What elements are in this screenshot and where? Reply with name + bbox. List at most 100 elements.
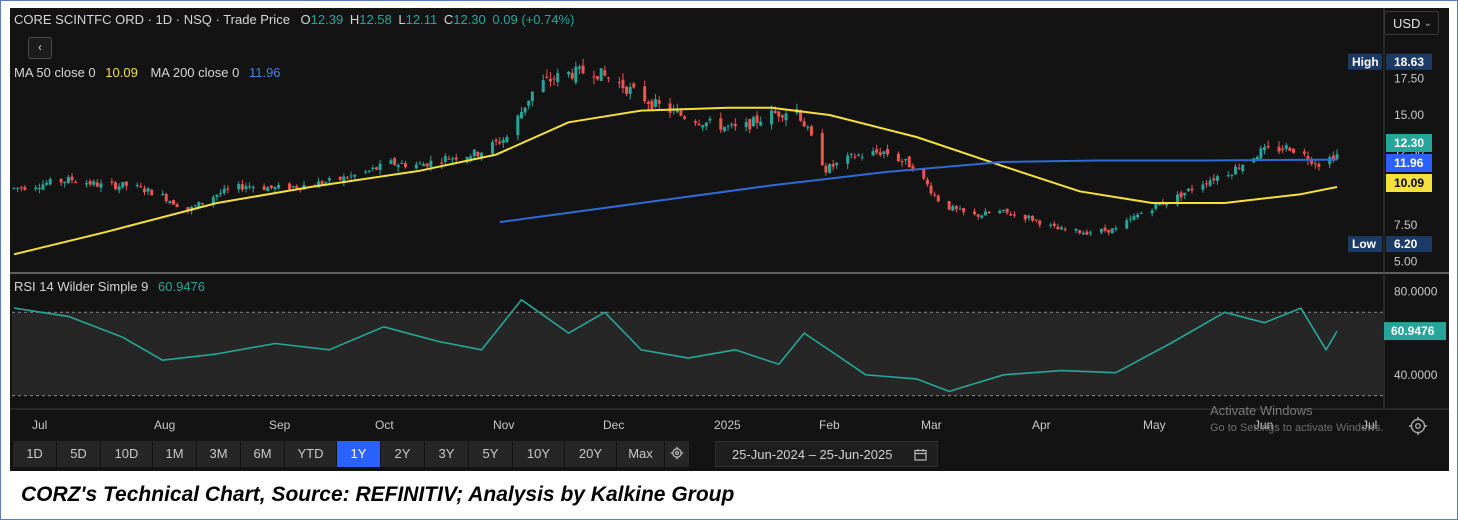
candle-body	[1089, 232, 1093, 234]
timeframe-button-3y[interactable]: 3Y	[425, 441, 468, 467]
candle-body	[34, 187, 38, 190]
currency-select[interactable]: USD ⌄	[1384, 11, 1439, 35]
low-label: L	[398, 12, 406, 27]
candle-body	[273, 187, 277, 190]
candle-body	[954, 206, 958, 209]
candle-body	[70, 176, 74, 181]
candle-body	[338, 176, 342, 180]
candle-body	[364, 171, 368, 173]
timeframe-button-10d[interactable]: 10D	[101, 441, 152, 467]
ma200-line	[499, 158, 1338, 224]
candle-body	[1085, 231, 1089, 235]
candle-body	[1234, 166, 1238, 175]
candle-body	[617, 82, 621, 84]
candle-body	[215, 194, 219, 197]
high-label: H	[349, 12, 360, 27]
candle-body	[849, 153, 853, 155]
candle-body	[240, 184, 244, 190]
timeframe-button-1y[interactable]: 1Y	[337, 441, 380, 467]
candle-body	[824, 165, 828, 173]
candle-body	[505, 137, 509, 143]
candle-body	[1049, 224, 1053, 226]
time-axis-label: May	[1143, 418, 1166, 432]
candle-body	[1331, 155, 1335, 161]
candle-body	[1063, 229, 1067, 231]
low-badge-box	[1386, 236, 1432, 253]
candle-body	[219, 193, 223, 195]
candle-body	[1241, 164, 1245, 172]
candle-body	[142, 188, 146, 193]
candle-body	[701, 125, 705, 128]
timeframe-button-10y[interactable]: 10Y	[513, 441, 564, 467]
candle-body	[929, 185, 933, 194]
settings-gear-icon[interactable]	[1407, 415, 1429, 437]
candle-body	[175, 204, 179, 207]
timeframe-button-max[interactable]: Max	[617, 441, 664, 467]
candle-body	[668, 103, 672, 113]
candle-body	[1208, 180, 1212, 186]
candle-body	[1335, 154, 1339, 160]
timeframe-button-5d[interactable]: 5D	[57, 441, 100, 467]
timeframe-button-20y[interactable]: 20Y	[565, 441, 616, 467]
candle-body	[12, 187, 16, 189]
candle-body	[1205, 183, 1209, 185]
candle-body	[1005, 208, 1009, 213]
collapse-button[interactable]: ‹	[28, 37, 52, 59]
candle-body	[422, 164, 426, 167]
rsi-band	[12, 312, 1383, 396]
candle-body	[675, 110, 679, 113]
candle-body	[1313, 163, 1317, 165]
candle-body	[708, 119, 712, 121]
timeframe-button-6m[interactable]: 6M	[241, 441, 284, 467]
candle-body	[770, 110, 774, 125]
candle-body	[1081, 232, 1085, 235]
candle-body	[418, 163, 422, 165]
candle-body	[1060, 227, 1064, 230]
candle-body	[548, 78, 552, 82]
time-axis-label: Feb	[819, 418, 840, 432]
timeframe-button-ytd[interactable]: YTD	[285, 441, 336, 467]
rsi-current-badge: 60.9476	[1391, 324, 1435, 338]
time-axis-label: Apr	[1032, 418, 1051, 432]
activate-windows-subtitle: Go to Settings to activate Windows.	[1210, 422, 1384, 434]
candle-body	[1074, 228, 1078, 231]
timeframe-button-3m[interactable]: 3M	[197, 441, 240, 467]
change-value: 0.09 (+0.74%)	[492, 12, 575, 27]
timeframe-button-2y[interactable]: 2Y	[381, 441, 424, 467]
candle-body	[1302, 151, 1306, 154]
candle-body	[857, 154, 861, 156]
candle-body	[349, 175, 353, 177]
candle-body	[632, 83, 636, 88]
candle-body	[164, 193, 168, 202]
candle-body	[291, 185, 295, 188]
candle-body	[1150, 210, 1154, 214]
timeframe-button-1d[interactable]: 1D	[13, 441, 56, 467]
candle-body	[625, 86, 629, 94]
candle-body	[693, 121, 697, 123]
candle-body	[650, 100, 654, 110]
candle-body	[759, 121, 763, 126]
candle-body	[269, 185, 273, 188]
candle-body	[1317, 164, 1321, 167]
candle-body	[882, 151, 886, 154]
timeframe-settings-icon[interactable]	[665, 441, 689, 467]
candle-body	[327, 178, 331, 181]
candle-body	[722, 126, 726, 132]
candle-body	[161, 193, 165, 196]
low-badge: 6.20	[1394, 237, 1418, 251]
candle-body	[748, 119, 752, 130]
currency-value: USD	[1393, 16, 1421, 31]
candle-body	[556, 73, 560, 82]
candle-body	[1183, 192, 1187, 196]
timeframe-button-5y[interactable]: 5Y	[469, 441, 512, 467]
time-axis-label: Jul	[32, 418, 47, 432]
figure-caption: CORZ's Technical Chart, Source: REFINITI…	[21, 483, 735, 506]
candle-body	[567, 71, 571, 75]
candle-body	[958, 208, 962, 210]
candle-body	[447, 158, 451, 160]
candle-body	[469, 156, 473, 160]
timeframe-button-1m[interactable]: 1M	[153, 441, 196, 467]
price-tick-label: 15.00	[1394, 108, 1424, 122]
date-range-picker[interactable]: 25-Jun-2024 – 25-Jun-2025	[715, 441, 938, 467]
candle-body	[211, 197, 215, 204]
